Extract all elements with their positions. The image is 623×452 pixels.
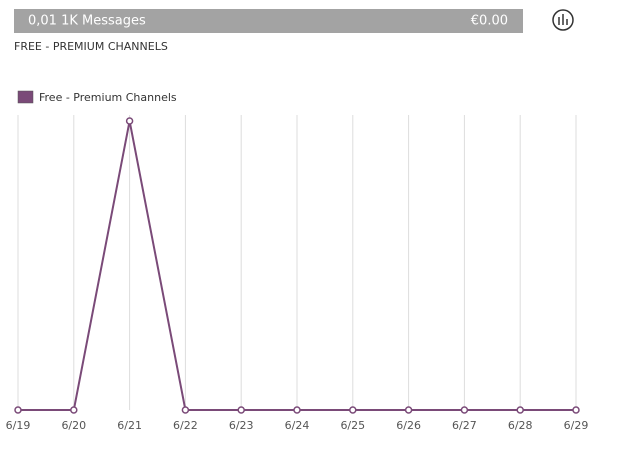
chart-icon[interactable] <box>552 9 574 31</box>
data-point <box>349 406 357 414</box>
data-point <box>14 406 22 414</box>
x-tick-label: 6/24 <box>285 419 310 432</box>
x-tick-label: 6/26 <box>396 419 421 432</box>
data-point <box>293 406 301 414</box>
header-bar <box>14 9 523 33</box>
data-point <box>404 406 413 414</box>
legend-label: Free - Premium Channels <box>39 91 177 104</box>
x-tick-label: 6/20 <box>61 419 86 432</box>
legend-swatch <box>17 90 34 104</box>
x-tick-label: 6/21 <box>117 419 142 432</box>
data-point <box>516 406 524 414</box>
x-tick-label: 6/29 <box>564 419 589 432</box>
x-tick-label: 6/27 <box>452 419 477 432</box>
x-tick-label: 6/28 <box>508 419 533 432</box>
icon-circle[interactable] <box>552 9 574 31</box>
header-amount: €0.00 <box>471 14 508 29</box>
x-tick-label: 6/22 <box>173 419 198 432</box>
data-point <box>237 406 245 414</box>
x-tick-label: 6/25 <box>340 419 365 432</box>
subtitle: FREE - PREMIUM CHANNELS <box>14 40 168 53</box>
data-point <box>460 406 469 414</box>
header-title: 0,01 1K Messages <box>28 14 146 29</box>
data-point <box>181 406 190 414</box>
x-tick-label: 6/19 <box>6 419 31 432</box>
data-point <box>125 117 134 125</box>
x-tick-label: 6/23 <box>229 419 254 432</box>
data-point <box>70 406 78 414</box>
data-point <box>572 406 580 414</box>
